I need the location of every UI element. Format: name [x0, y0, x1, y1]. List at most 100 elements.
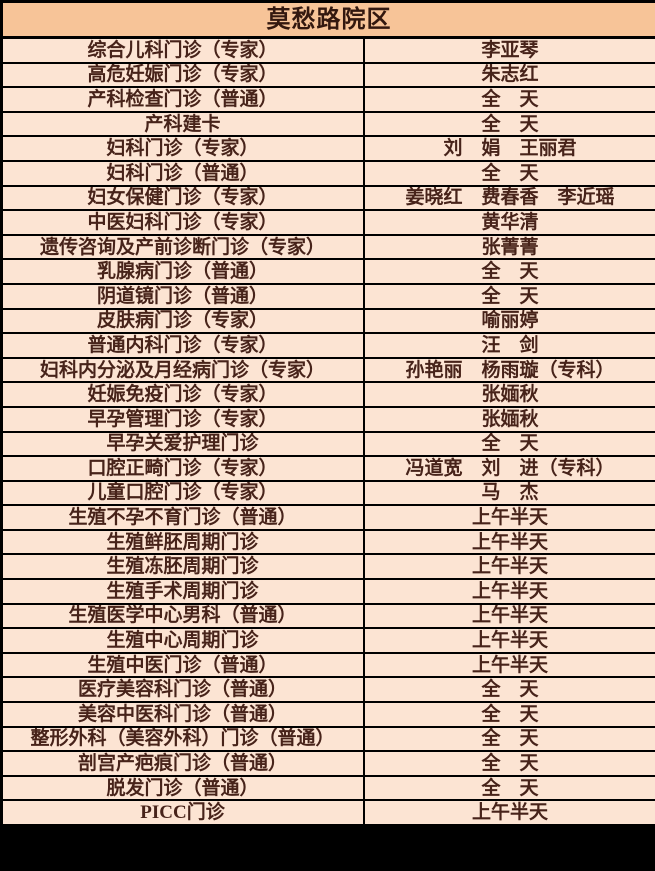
clinic-name-cell: 剖宫产疤痕门诊（普通）	[0, 750, 365, 777]
clinic-name-cell: 早孕关爱护理门诊	[0, 430, 365, 458]
table-row: 生殖医学中心男科（普通） 上午半天	[0, 602, 655, 630]
schedule-cell: 孙艳丽 杨雨璇（专科）	[362, 356, 655, 384]
clinic-name-cell: 中医妇科门诊（专家）	[0, 209, 365, 236]
schedule-cell: 上午半天	[362, 553, 655, 581]
schedule-cell: 上午半天	[362, 602, 655, 630]
schedule-cell: 刘 娟 王丽君	[362, 135, 655, 162]
clinic-name-cell: 口腔正畸门诊（专家）	[0, 455, 365, 482]
clinic-name-cell: 皮肤病门诊（专家）	[0, 307, 365, 335]
clinic-name-cell: 乳腺病门诊（普通）	[0, 258, 365, 285]
table-row: 生殖手术周期门诊 上午半天	[0, 578, 655, 605]
table-row: 普通内科门诊（专家）汪 剑	[0, 332, 655, 359]
clinic-name-cell: 生殖鲜胚周期门诊	[0, 528, 365, 556]
schedule-cell: 马 杰	[362, 479, 655, 507]
table-row: 遗传咨询及产前诊断门诊（专家） 张菁菁	[0, 233, 655, 261]
table-row: 产科检查门诊（普通）全 天	[0, 86, 655, 113]
table-row: PICC门诊 上午半天	[0, 799, 655, 826]
table-row: 早孕关爱护理门诊全 天	[0, 430, 655, 458]
schedule-cell: 全 天	[362, 750, 655, 777]
table-row: 早孕管理门诊（专家） 张媔秋	[0, 405, 655, 433]
clinic-name-cell: 综合儿科门诊（专家）	[0, 36, 365, 64]
clinic-name-cell: 产科建卡	[0, 110, 365, 138]
table-row: 妊娠免疫门诊（专家） 张媔秋	[0, 381, 655, 408]
schedule-cell: 全 天	[362, 430, 655, 458]
table-row: 生殖不孕不育门诊（普通） 上午半天	[0, 504, 655, 531]
clinic-name-cell: 阴道镜门诊（普通）	[0, 282, 365, 310]
table-row: 生殖鲜胚周期门诊 上午半天	[0, 528, 655, 556]
table-row: 生殖中医门诊（普通） 上午半天	[0, 651, 655, 679]
table-row: 妇科内分泌及月经病门诊（专家） 孙艳丽 杨雨璇（专科）	[0, 356, 655, 384]
table-row: 儿童口腔门诊（专家）马 杰	[0, 479, 655, 507]
table-row: 生殖冻胚周期门诊 上午半天	[0, 553, 655, 581]
table-row: 阴道镜门诊（普通）全 天	[0, 282, 655, 310]
schedule-cell: 张媔秋	[362, 381, 655, 408]
clinic-name-cell: 妇女保健门诊（专家）	[0, 184, 365, 212]
clinic-name-cell: 整形外科（美容外科）门诊（普通）	[0, 725, 365, 753]
table-row: 皮肤病门诊（专家） 喻丽婷	[0, 307, 655, 335]
schedule-cell: 全 天	[362, 110, 655, 138]
clinic-name-cell: 生殖中医门诊（普通）	[0, 651, 365, 679]
table-row: 妇科门诊（普通）全 天	[0, 159, 655, 187]
schedule-cell: 全 天	[362, 282, 655, 310]
clinic-name-cell: 产科检查门诊（普通）	[0, 86, 365, 113]
clinic-name-cell: 儿童口腔门诊（专家）	[0, 479, 365, 507]
table-row: 高危妊娠门诊（专家） 朱志红	[0, 61, 655, 89]
schedule-cell: 喻丽婷	[362, 307, 655, 335]
schedule-cell: 朱志红	[362, 61, 655, 89]
schedule-cell: 上午半天	[362, 578, 655, 605]
schedule-cell: 上午半天	[362, 651, 655, 679]
schedule-cell: 全 天	[362, 701, 655, 728]
schedule-cell: 全 天	[362, 774, 655, 802]
clinic-name-cell: 生殖冻胚周期门诊	[0, 553, 365, 581]
schedule-cell: 上午半天	[362, 799, 655, 826]
table-row: 美容中医科门诊（普通）全 天	[0, 701, 655, 728]
clinic-name-cell: 生殖中心周期门诊	[0, 627, 365, 654]
header-row: 莫愁路院区	[0, 0, 655, 39]
clinic-name-cell: 脱发门诊（普通）	[0, 774, 365, 802]
clinic-name-cell: 高危妊娠门诊（专家）	[0, 61, 365, 89]
clinic-name-cell: 普通内科门诊（专家）	[0, 332, 365, 359]
clinic-name-cell: PICC门诊	[0, 799, 365, 826]
schedule-cell: 全 天	[362, 725, 655, 753]
table-row: 妇科门诊（专家）刘 娟 王丽君	[0, 135, 655, 162]
clinic-name-cell: 妇科门诊（普通）	[0, 159, 365, 187]
table-row: 产科建卡全 天	[0, 110, 655, 138]
clinic-name-cell: 美容中医科门诊（普通）	[0, 701, 365, 728]
clinic-name-cell: 早孕管理门诊（专家）	[0, 405, 365, 433]
table-row: 医疗美容科门诊（普通）全 天	[0, 676, 655, 704]
table-row: 综合儿科门诊（专家） 李亚琴	[0, 36, 655, 64]
schedule-cell: 全 天	[362, 159, 655, 187]
schedule-table-body: 综合儿科门诊（专家） 李亚琴 高危妊娠门诊（专家） 朱志红 产科检查门诊（普通）全 天产…	[0, 36, 655, 826]
clinic-schedule-table: 莫愁路院区 综合儿科门诊（专家） 李亚琴 高危妊娠门诊（专家） 朱志红 产科检查门诊（普…	[0, 0, 655, 826]
clinic-name-cell: 妇科内分泌及月经病门诊（专家）	[0, 356, 365, 384]
schedule-cell: 李亚琴	[362, 36, 655, 64]
clinic-name-cell: 生殖医学中心男科（普通）	[0, 602, 365, 630]
schedule-cell: 全 天	[362, 86, 655, 113]
schedule-cell: 张菁菁	[362, 233, 655, 261]
schedule-cell: 汪 剑	[362, 332, 655, 359]
schedule-cell: 全 天	[362, 676, 655, 704]
table-row: 生殖中心周期门诊 上午半天	[0, 627, 655, 654]
clinic-name-cell: 妊娠免疫门诊（专家）	[0, 381, 365, 408]
schedule-cell: 上午半天	[362, 528, 655, 556]
schedule-cell: 冯道宽 刘 进（专科）	[362, 455, 655, 482]
table-row: 脱发门诊（普通）全 天	[0, 774, 655, 802]
table-row: 口腔正畸门诊（专家） 冯道宽 刘 进（专科）	[0, 455, 655, 482]
table-row: 剖宫产疤痕门诊（普通）全 天	[0, 750, 655, 777]
clinic-name-cell: 医疗美容科门诊（普通）	[0, 676, 365, 704]
table-row: 乳腺病门诊（普通）全 天	[0, 258, 655, 285]
table-row: 整形外科（美容外科）门诊（普通）全 天	[0, 725, 655, 753]
clinic-name-cell: 生殖不孕不育门诊（普通）	[0, 504, 365, 531]
campus-title: 莫愁路院区	[0, 0, 655, 39]
clinic-name-cell: 妇科门诊（专家）	[0, 135, 365, 162]
schedule-cell: 黄华清	[362, 209, 655, 236]
schedule-cell: 上午半天	[362, 627, 655, 654]
schedule-cell: 全 天	[362, 258, 655, 285]
clinic-name-cell: 生殖手术周期门诊	[0, 578, 365, 605]
clinic-name-cell: 遗传咨询及产前诊断门诊（专家）	[0, 233, 365, 261]
schedule-cell: 姜晓红 费春香 李近瑶	[362, 184, 655, 212]
schedule-cell: 上午半天	[362, 504, 655, 531]
schedule-cell: 张媔秋	[362, 405, 655, 433]
table-row: 中医妇科门诊（专家） 黄华清	[0, 209, 655, 236]
